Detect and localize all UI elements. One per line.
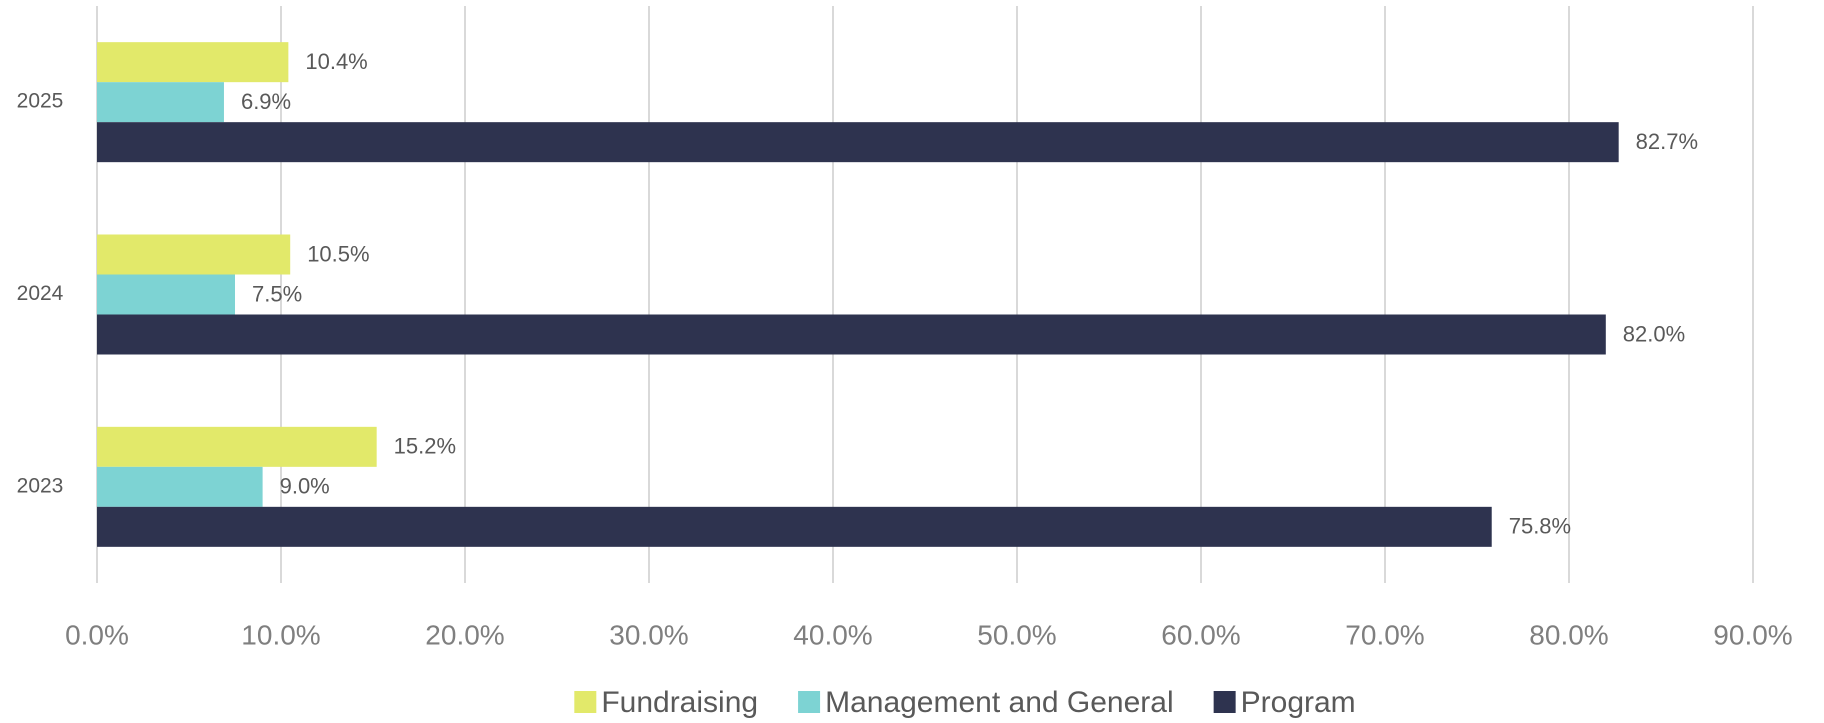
x-tick-label: 10.0% xyxy=(241,619,320,650)
x-tick-label: 30.0% xyxy=(609,619,688,650)
y-tick-label: 2025 xyxy=(17,90,64,113)
bar xyxy=(97,426,377,467)
legend-label: Program xyxy=(1241,686,1356,719)
bar xyxy=(97,122,1619,163)
data-label: 9.0% xyxy=(280,474,330,499)
bar xyxy=(97,506,1492,547)
data-label: 10.4% xyxy=(305,49,367,74)
x-tick-label: 50.0% xyxy=(977,619,1056,650)
legend-swatch xyxy=(798,691,821,713)
bar xyxy=(97,466,263,507)
x-tick-label: 80.0% xyxy=(1529,619,1608,650)
data-label: 10.5% xyxy=(307,241,369,266)
data-label: 82.0% xyxy=(1623,321,1685,346)
x-tick-label: 40.0% xyxy=(793,619,872,650)
y-tick-label: 2023 xyxy=(17,474,64,497)
bar xyxy=(97,82,224,123)
bar xyxy=(97,42,289,83)
data-label: 15.2% xyxy=(394,434,456,459)
legend-swatch xyxy=(574,691,597,713)
bar xyxy=(97,314,1606,355)
x-tick-label: 70.0% xyxy=(1345,619,1424,650)
legend-label: Fundraising xyxy=(601,686,758,719)
data-label: 82.7% xyxy=(1636,129,1698,154)
data-label: 75.8% xyxy=(1509,514,1571,539)
bar xyxy=(97,234,291,275)
x-tick-label: 60.0% xyxy=(1161,619,1240,650)
x-tick-label: 0.0% xyxy=(65,619,129,650)
data-label: 6.9% xyxy=(241,89,291,114)
legend-label: Management and General xyxy=(825,686,1174,719)
x-tick-label: 90.0% xyxy=(1713,619,1792,650)
legend: Fundraising Management and General Program xyxy=(574,686,1356,719)
y-tick-label: 2024 xyxy=(17,282,64,305)
x-tick-label: 20.0% xyxy=(425,619,504,650)
data-label: 7.5% xyxy=(252,281,302,306)
legend-swatch xyxy=(1213,691,1236,713)
bar xyxy=(97,274,235,315)
